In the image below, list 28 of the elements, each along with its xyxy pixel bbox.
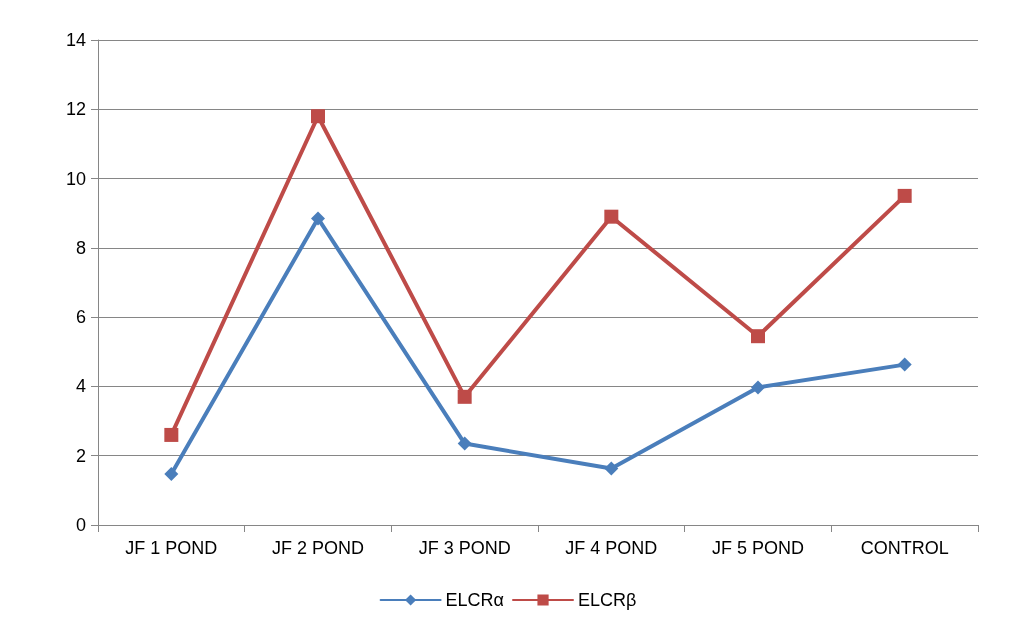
point: [897, 188, 912, 203]
point: [311, 109, 325, 124]
x-tick-label: JF 4 POND: [565, 538, 658, 558]
point: [604, 461, 619, 476]
point: [457, 436, 472, 451]
y-tick-label: 12: [65, 99, 86, 120]
y-tick-label: 0: [75, 515, 86, 535]
point: [164, 467, 179, 482]
point: [457, 389, 472, 404]
x-tick-label: JF 5 POND: [711, 538, 805, 558]
point: [604, 209, 619, 224]
x-tick-label: JF 2 POND: [271, 538, 365, 558]
legend-label: ELCRα: [445, 590, 505, 610]
point: [751, 380, 765, 395]
point: [311, 211, 325, 226]
y-tick-label: 4: [75, 376, 86, 397]
y-tick-label: 10: [65, 168, 86, 189]
y-tick-label: 2: [75, 445, 86, 466]
point: [751, 329, 765, 344]
legend-label: ELCRβ: [578, 590, 637, 610]
x-tick-label: JF 1 POND: [125, 538, 218, 558]
y-tick-label: 6: [75, 307, 86, 328]
point: [897, 357, 912, 372]
x-tick-label: JF 3 POND: [418, 538, 511, 558]
x-tick-label: CONTROL: [860, 538, 949, 558]
y-tick-label: 14: [65, 30, 86, 50]
point: [164, 427, 179, 442]
y-tick-label: 8: [75, 237, 86, 258]
